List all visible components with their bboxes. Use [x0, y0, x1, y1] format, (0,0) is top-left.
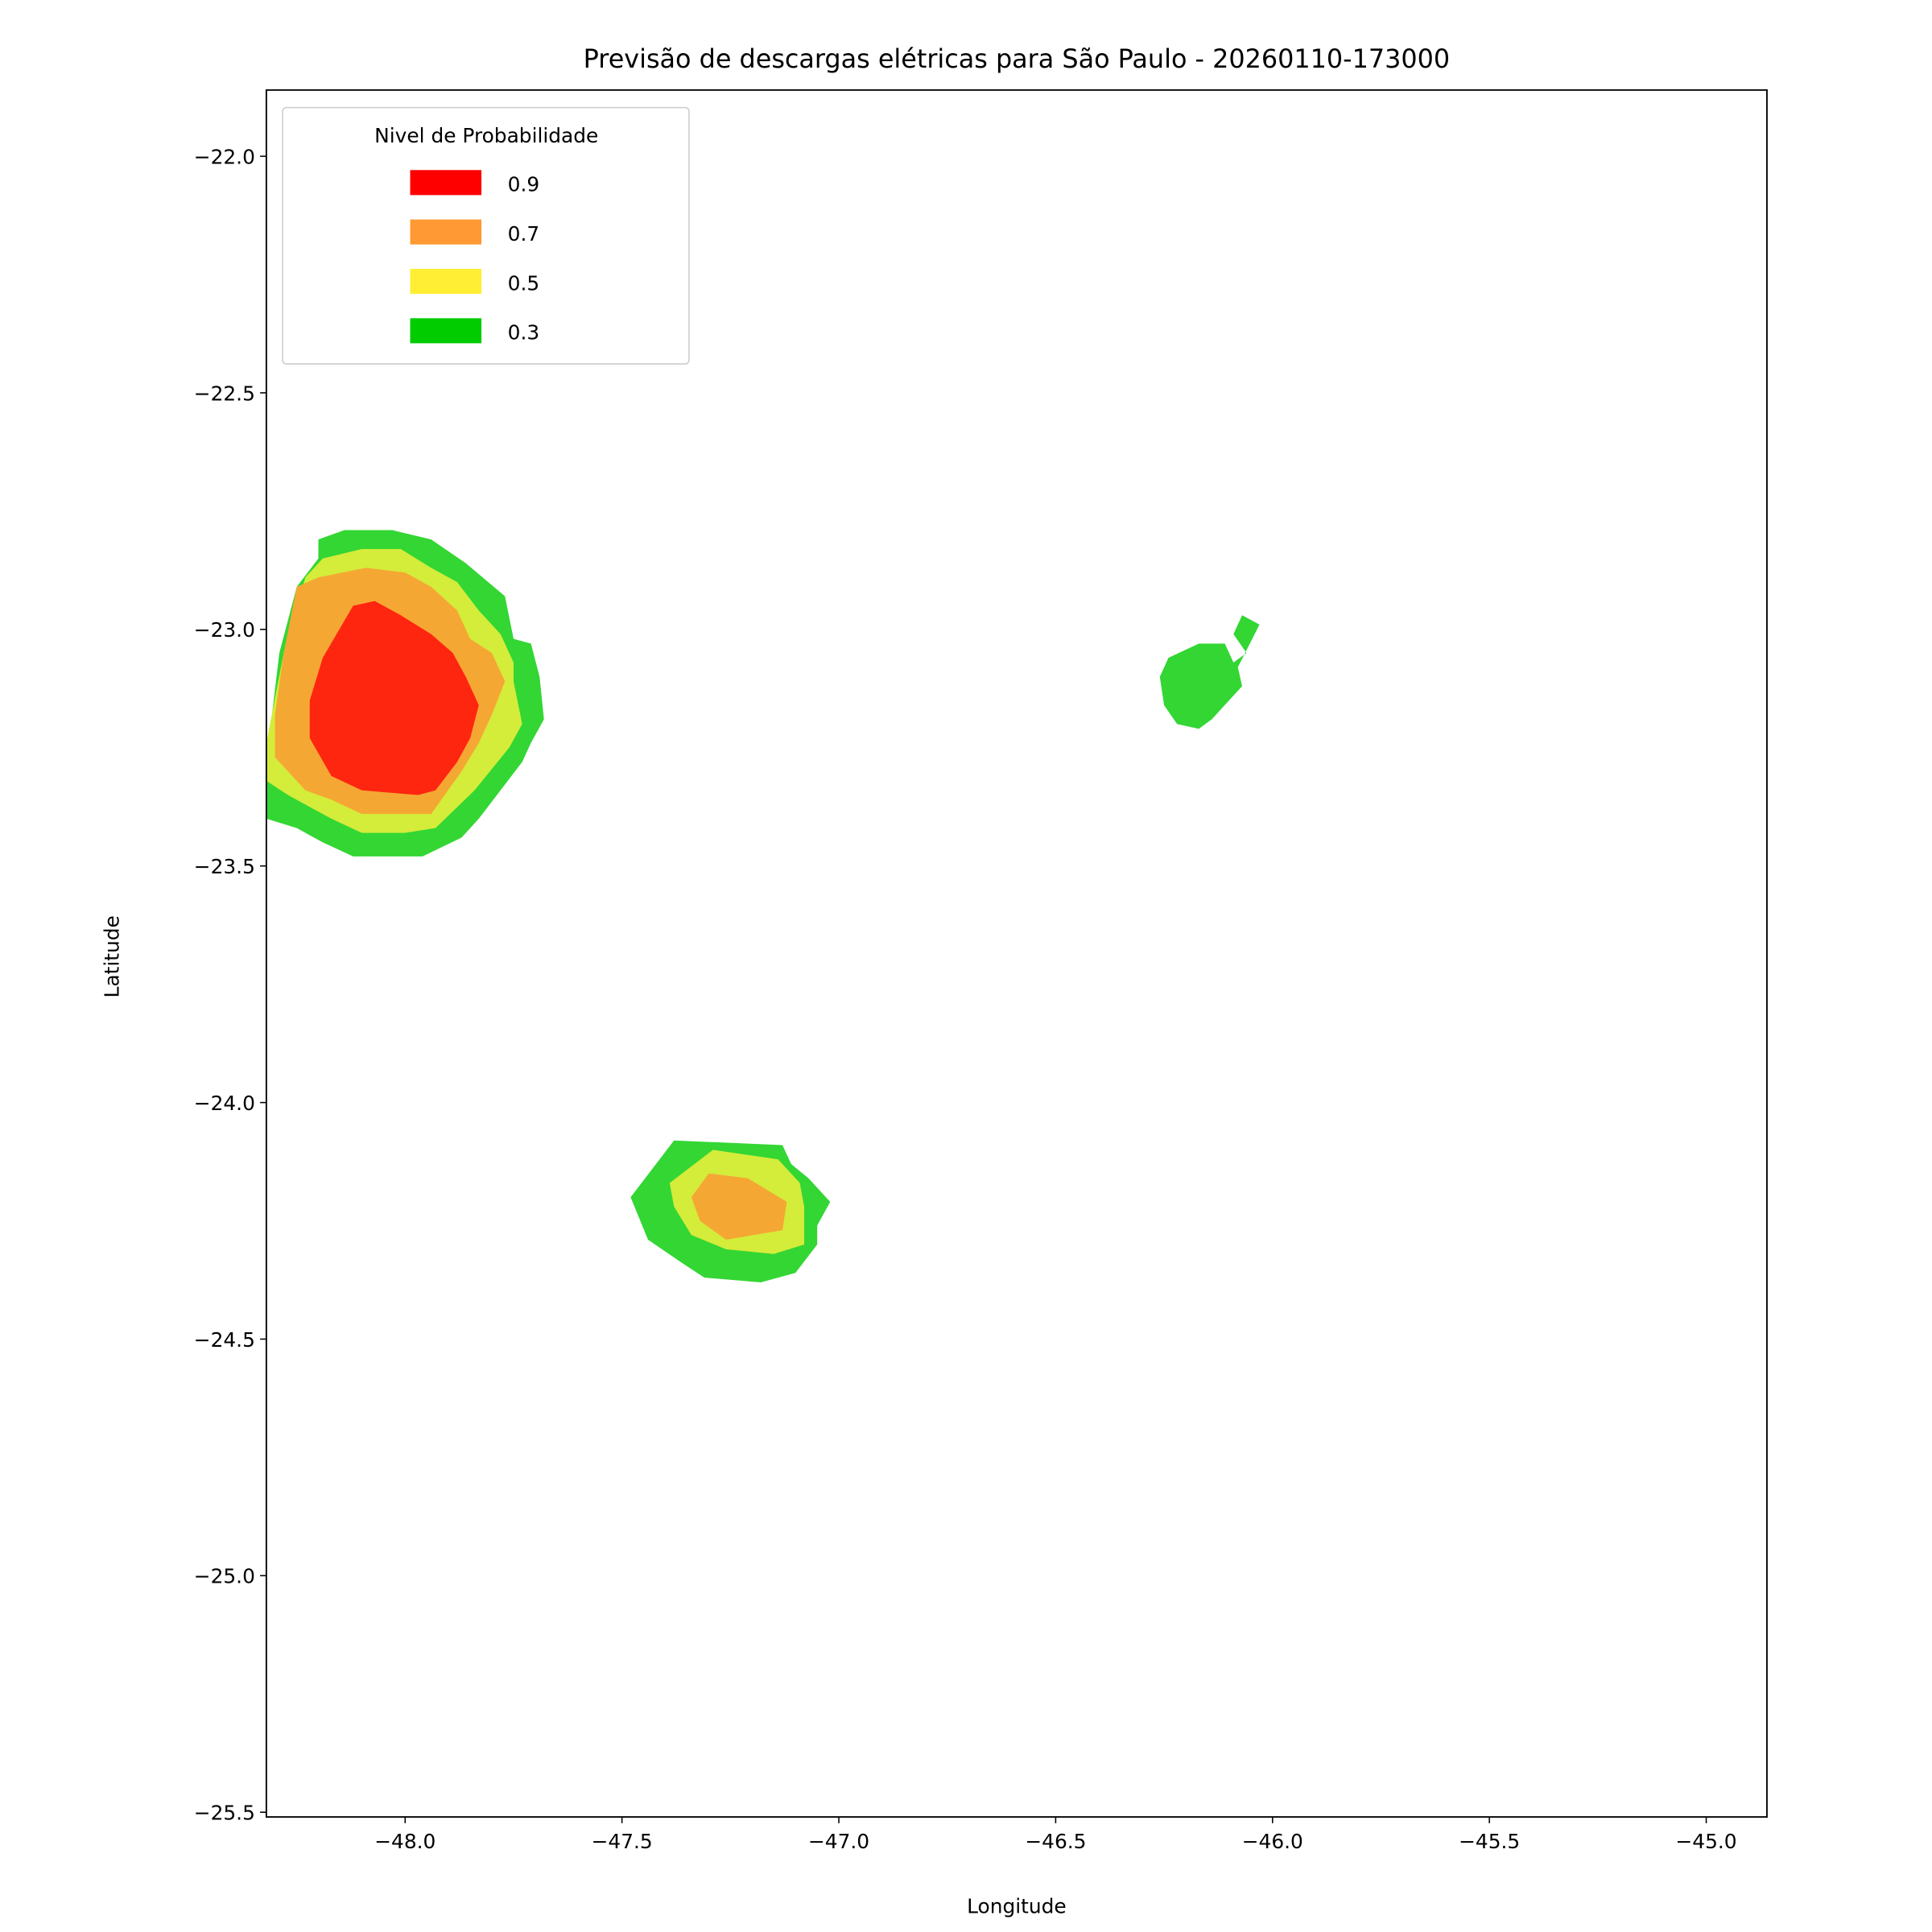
- legend-swatch-0.7: [410, 219, 482, 245]
- legend-label: 0.5: [508, 271, 540, 295]
- y-tick-label: −25.5: [194, 1802, 255, 1825]
- x-tick-label: −46.0: [1242, 1830, 1303, 1853]
- x-tick-label: −47.5: [592, 1830, 653, 1853]
- legend-label: 0.7: [508, 222, 540, 246]
- y-axis: −22.0 −22.5 −23.0 −23.5 −24.0 −24.5 −25.0 −25.5: [194, 145, 266, 1825]
- x-tick-label: −45.0: [1675, 1830, 1736, 1853]
- contour-regions: [266, 530, 1260, 1283]
- legend-label: 0.9: [508, 173, 540, 196]
- x-tick-label: −46.5: [1025, 1830, 1086, 1853]
- y-tick-label: −22.5: [194, 382, 255, 405]
- legend-box: [282, 106, 690, 365]
- x-tick-label: −47.0: [808, 1830, 869, 1853]
- contour-region-0.9: [309, 601, 479, 795]
- y-tick-label: −22.0: [194, 145, 255, 168]
- y-tick-label: −24.5: [194, 1328, 255, 1352]
- contour-region-0.3: [1159, 615, 1260, 729]
- contour-region-0.7: [691, 1173, 787, 1241]
- x-axis-label: Longitude: [967, 1895, 1067, 1918]
- plot-frame: [265, 89, 1768, 1818]
- x-tick-label: −48.0: [374, 1830, 436, 1853]
- y-tick-label: −25.0: [194, 1565, 255, 1588]
- x-tick-label: −45.5: [1459, 1830, 1520, 1853]
- chart-title: Previsão de descargas elétricas para São…: [584, 43, 1450, 74]
- legend: Nivel de Probabilidade 0.9 0.7 0.5 0.3: [282, 106, 690, 365]
- y-tick-label: −23.0: [194, 618, 255, 642]
- y-tick-label: −24.0: [194, 1092, 255, 1115]
- legend-label: 0.3: [508, 321, 540, 345]
- legend-swatch-0.5: [410, 268, 482, 295]
- x-axis: −48.0 −47.5 −47.0 −46.5 −46.0 −45.5 −45.0: [374, 1817, 1737, 1853]
- y-tick-label: −23.5: [194, 855, 255, 878]
- legend-title: Nivel de Probabilidade: [374, 124, 598, 147]
- legend-swatch-0.3: [410, 318, 482, 344]
- legend-swatch-0.9: [410, 170, 482, 196]
- y-axis-label: Latitude: [101, 915, 124, 997]
